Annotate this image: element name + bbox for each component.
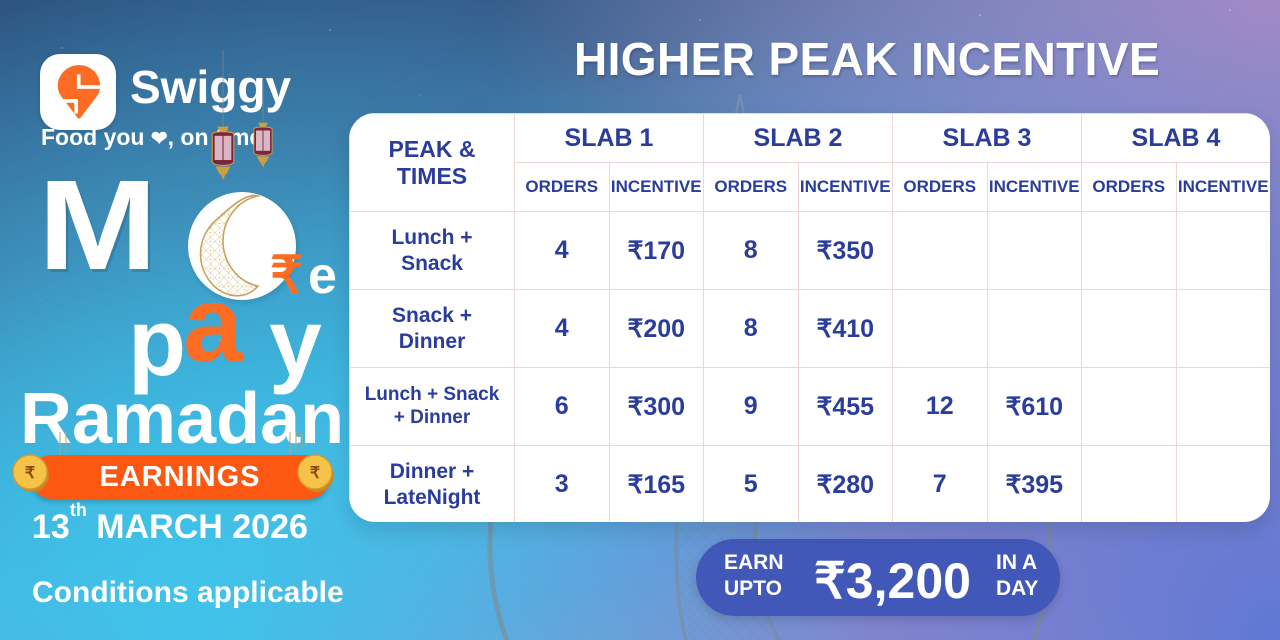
svg-text:₹: ₹ xyxy=(310,465,320,482)
svg-text:₹: ₹ xyxy=(25,465,35,482)
